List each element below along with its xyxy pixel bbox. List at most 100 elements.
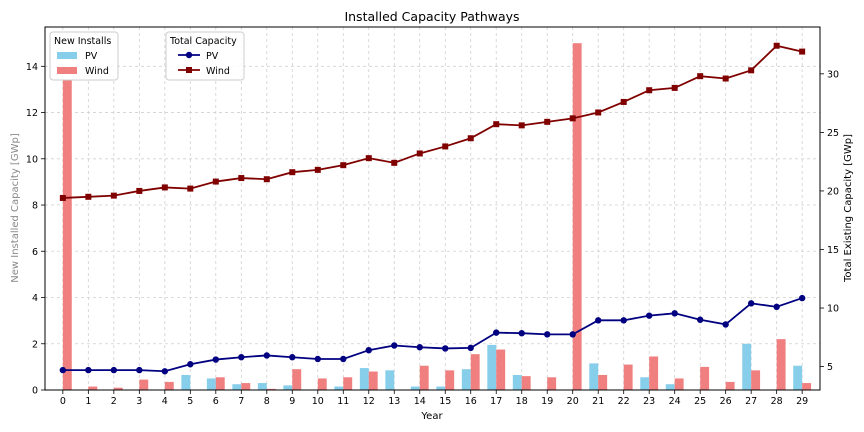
point-pv (569, 331, 576, 338)
bar-pv (665, 384, 675, 390)
point-wind (569, 115, 576, 122)
line-series (59, 42, 806, 375)
y-tick-label-left: 0 (32, 386, 38, 397)
legend-label-wind: Wind (206, 66, 230, 77)
point-pv (365, 346, 372, 354)
y-axis-right: 5 10 15 20 25 30 (820, 69, 839, 373)
point-pv (85, 366, 92, 374)
y-axis-left: 0 2 4 6 8 10 12 14 (26, 62, 45, 397)
y-tick-label-left: 12 (26, 108, 38, 119)
y-axis-label-right: Total Existing Capacity [GWp] (843, 134, 854, 283)
x-tick-label: 19 (541, 396, 553, 407)
bar-wind (241, 383, 251, 390)
point-pv (798, 294, 806, 302)
y-tick-label-left: 14 (26, 62, 38, 73)
x-tick-label: 18 (516, 396, 528, 407)
point-wind (238, 175, 245, 182)
bar-wind (802, 383, 812, 390)
point-pv (289, 354, 296, 361)
bar-pv (793, 365, 803, 390)
legend-label-wind: Wind (85, 66, 109, 77)
x-tick-label: 23 (643, 396, 655, 407)
bar-wind (725, 381, 735, 390)
bar-pv (181, 374, 191, 390)
point-pv (442, 345, 449, 352)
bar-wind (317, 378, 327, 390)
x-tick-label: 20 (567, 396, 579, 407)
legend-title: Total Capacity (169, 36, 237, 47)
bar-wind (445, 370, 455, 390)
bar-wind (598, 374, 608, 390)
x-tick-label: 15 (439, 396, 451, 407)
x-axis: 0 1 2 3 4 5 6 7 8 9 10 11 12 13 14 15 16 17 18 19 20 21 22 23 24… (60, 390, 808, 407)
bar-wind (62, 80, 72, 390)
x-tick-label: 4 (162, 396, 168, 407)
x-axis-label: Year (420, 411, 443, 422)
point-wind (671, 84, 678, 91)
bar-pv (232, 384, 242, 390)
x-tick-label: 24 (669, 396, 681, 407)
point-pv (696, 316, 704, 323)
x-tick-label: 2 (111, 396, 117, 407)
y-tick-label-right: 10 (827, 304, 839, 315)
point-wind (136, 187, 143, 194)
y-tick-label-right: 20 (827, 186, 839, 197)
point-wind (340, 162, 347, 169)
point-pv (722, 321, 729, 328)
bar-wind (139, 379, 149, 390)
point-wind (595, 109, 602, 116)
point-pv (467, 344, 474, 352)
point-wind (161, 184, 168, 191)
bar-pv (742, 343, 752, 390)
point-wind (59, 194, 66, 201)
point-wind (620, 98, 627, 105)
legend-swatch-wind (57, 67, 77, 74)
bar-pv (640, 377, 650, 390)
point-pv (595, 317, 602, 324)
bar-wind (649, 356, 659, 390)
bar-pv (410, 386, 420, 390)
point-wind (697, 73, 704, 80)
point-wind (314, 166, 321, 173)
x-tick-label: 28 (771, 396, 783, 407)
x-tick-label: 25 (694, 396, 706, 407)
x-tick-label: 1 (85, 396, 91, 407)
bar-wind (674, 378, 684, 390)
bar-wind (215, 377, 225, 390)
point-pv (544, 331, 551, 338)
point-wind (110, 192, 117, 199)
bar-wind (496, 349, 506, 390)
line-wind (62, 44, 803, 199)
y-tick-label-left: 8 (32, 201, 38, 212)
y-tick-label-right: 5 (827, 362, 833, 373)
gridlines (45, 27, 820, 391)
x-tick-label: 7 (238, 396, 244, 407)
bar-pv (206, 378, 216, 390)
legend-swatch-pv (57, 52, 77, 59)
point-pv (314, 355, 321, 363)
x-tick-label: 8 (264, 396, 270, 407)
point-wind (212, 178, 219, 185)
point-pv (238, 354, 245, 361)
chart-title: Installed Capacity Pathways (344, 9, 519, 24)
bar-wind (521, 376, 531, 390)
bar-pv (461, 369, 471, 390)
legend-title: New Installs (54, 36, 111, 47)
x-tick-label: 27 (745, 396, 757, 407)
point-pv (59, 366, 67, 374)
point-pv (493, 329, 500, 336)
point-wind (365, 155, 372, 162)
x-tick-label: 5 (187, 396, 193, 407)
point-pv (620, 317, 627, 324)
point-wind (799, 48, 806, 55)
bar-wind (113, 387, 123, 390)
bar-wind (623, 364, 633, 390)
x-tick-label: 14 (414, 396, 426, 407)
x-tick-label: 26 (720, 396, 732, 407)
point-wind (544, 118, 551, 125)
point-wind (187, 185, 194, 192)
point-wind (748, 67, 755, 74)
point-wind (263, 176, 270, 183)
x-tick-label: 17 (490, 396, 502, 407)
line-pv (62, 297, 803, 373)
